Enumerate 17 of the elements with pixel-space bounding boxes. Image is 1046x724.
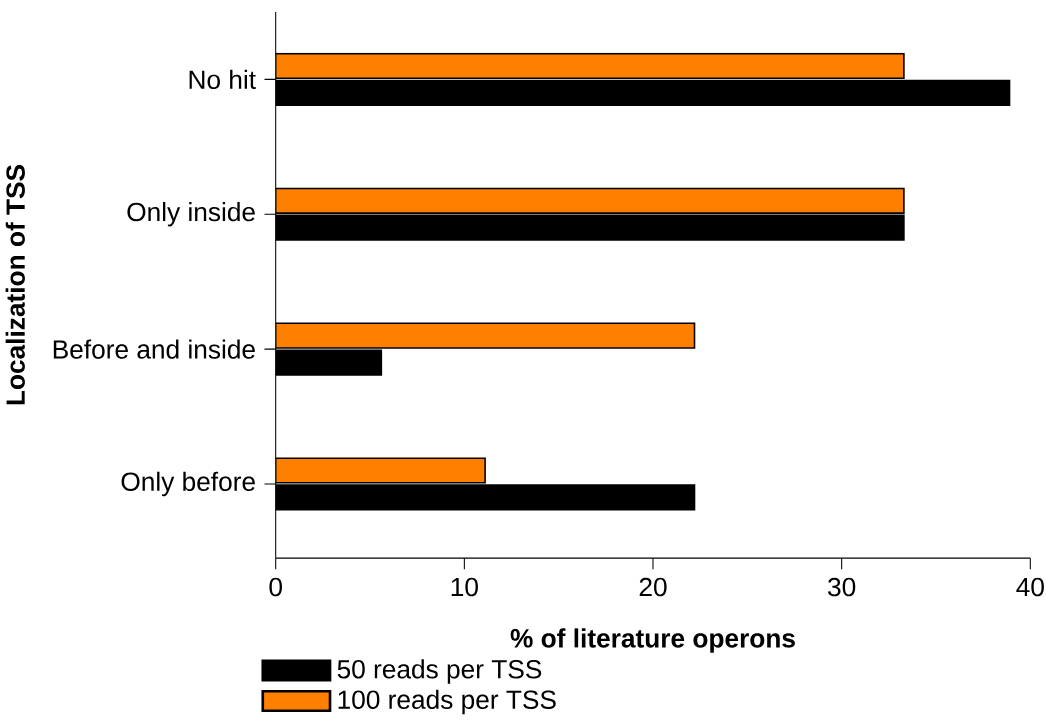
x-tick-label: 20 [639,577,667,597]
bar [275,187,905,214]
x-tick-label: 10 [451,577,478,597]
y-axis-title: Localization of TSS [5,164,25,405]
x-tick-label: 30 [828,577,856,597]
x-tick-label: 40 [1016,577,1044,597]
x-tick-label: 0 [269,577,282,597]
legend-label: 100 reads per TSS [338,689,556,715]
y-tick-label: Only before [121,471,255,497]
y-tick-label: Only inside [127,202,255,227]
bar [275,457,486,484]
x-axis-title: % of literature operons [510,628,795,653]
y-tick-label: Before and inside [53,339,255,359]
legend-label: 50 reads per TSS [337,659,542,684]
bar [275,52,905,80]
y-tick-label: No hit [189,69,256,90]
bar [275,322,696,349]
